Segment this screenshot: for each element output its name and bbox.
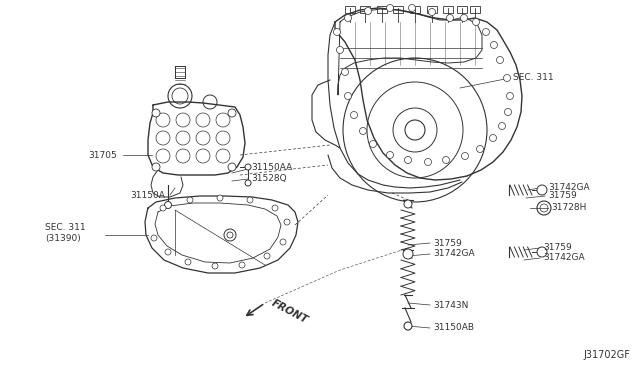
Text: 31528Q: 31528Q [251,174,287,183]
Circle shape [490,135,497,141]
Circle shape [405,120,425,140]
Circle shape [185,259,191,265]
Circle shape [247,197,253,203]
Bar [410,6,420,13]
Circle shape [461,153,468,160]
Text: 31743N: 31743N [433,301,468,310]
Text: (31390): (31390) [45,234,81,243]
Circle shape [404,200,412,208]
Circle shape [228,163,236,171]
Bar [393,6,403,13]
Circle shape [365,7,371,15]
Circle shape [408,4,415,12]
Circle shape [152,109,160,117]
Bar [360,6,370,13]
Text: FRONT: FRONT [269,298,310,325]
Circle shape [537,247,547,257]
Bar [377,6,387,13]
Bar [470,6,480,13]
Circle shape [228,109,236,117]
Circle shape [504,109,511,115]
Circle shape [333,29,340,35]
Circle shape [217,195,223,201]
Circle shape [264,253,270,259]
Circle shape [152,163,160,171]
Circle shape [472,19,479,26]
Circle shape [224,229,236,241]
Text: 31705: 31705 [88,151,116,160]
Circle shape [344,93,351,99]
Circle shape [477,145,483,153]
Circle shape [351,112,358,119]
Circle shape [280,239,286,245]
Bar [345,6,355,13]
Text: SEC. 311: SEC. 311 [45,224,86,232]
Circle shape [499,122,506,129]
Circle shape [447,15,454,22]
Circle shape [387,4,394,12]
Circle shape [506,93,513,99]
Text: 31150AB: 31150AB [433,324,474,333]
Circle shape [424,158,431,166]
Circle shape [187,197,193,203]
Circle shape [344,15,351,22]
Circle shape [212,263,218,269]
Circle shape [429,9,435,16]
Circle shape [369,141,376,148]
Circle shape [337,46,344,54]
Circle shape [245,164,251,170]
Bar [443,6,453,13]
Text: SEC. 311: SEC. 311 [513,74,554,83]
Circle shape [165,249,171,255]
Text: 31728H: 31728H [551,203,586,212]
Bar [427,6,437,13]
Circle shape [151,235,157,241]
Circle shape [239,262,245,268]
Circle shape [342,68,349,76]
Circle shape [272,205,278,211]
Bar [457,6,467,13]
Text: 31742GA: 31742GA [543,253,584,263]
Text: 31759: 31759 [548,192,577,201]
Text: 31742GA: 31742GA [433,250,475,259]
Circle shape [284,219,290,225]
Circle shape [504,74,511,81]
Text: 31150A: 31150A [130,190,165,199]
Text: 31742GA: 31742GA [548,183,589,192]
Text: 31759: 31759 [543,244,572,253]
Text: 31150AA: 31150AA [251,164,292,173]
Circle shape [537,185,547,195]
Circle shape [497,57,504,64]
Circle shape [403,249,413,259]
Circle shape [160,205,166,211]
Text: J31702GF: J31702GF [583,350,630,360]
Circle shape [483,29,490,35]
Circle shape [387,151,394,158]
Text: 31759: 31759 [433,238,461,247]
Circle shape [360,128,367,135]
Circle shape [442,157,449,164]
Circle shape [404,157,412,164]
Circle shape [404,322,412,330]
Circle shape [164,202,172,208]
Circle shape [461,15,467,22]
Circle shape [245,180,251,186]
Circle shape [490,42,497,48]
